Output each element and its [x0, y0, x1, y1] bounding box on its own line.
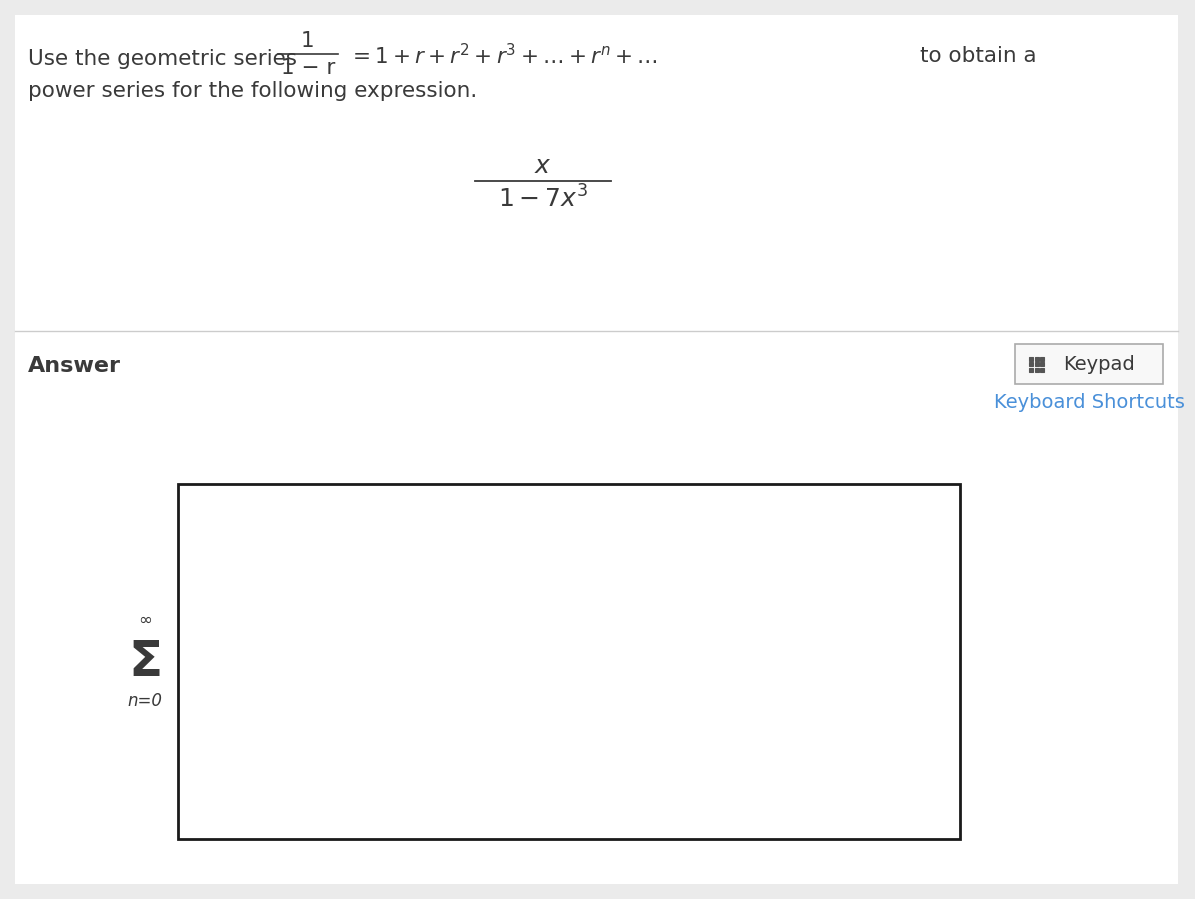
FancyBboxPatch shape [1041, 368, 1044, 371]
FancyBboxPatch shape [1030, 357, 1034, 360]
Text: $1 - 7x^3$: $1 - 7x^3$ [498, 185, 588, 212]
Text: Keyboard Shortcuts: Keyboard Shortcuts [993, 393, 1184, 412]
FancyBboxPatch shape [1030, 368, 1034, 371]
FancyBboxPatch shape [1035, 368, 1038, 371]
Text: Answer: Answer [27, 356, 121, 376]
FancyBboxPatch shape [1035, 362, 1038, 366]
Text: Use the geometric series: Use the geometric series [27, 49, 298, 69]
FancyBboxPatch shape [16, 15, 1178, 884]
Text: ∞: ∞ [139, 610, 152, 628]
FancyBboxPatch shape [1041, 357, 1044, 360]
FancyBboxPatch shape [1015, 344, 1163, 384]
FancyBboxPatch shape [1035, 357, 1038, 360]
Text: Σ: Σ [128, 637, 163, 686]
Text: $x$: $x$ [534, 154, 552, 178]
Text: n=0: n=0 [128, 692, 163, 710]
Text: power series for the following expression.: power series for the following expressio… [27, 81, 477, 101]
Text: 1 − r: 1 − r [281, 58, 335, 78]
FancyBboxPatch shape [1030, 362, 1034, 366]
FancyBboxPatch shape [178, 484, 960, 839]
Text: 1: 1 [301, 31, 314, 51]
Text: Keypad: Keypad [1064, 354, 1135, 373]
FancyBboxPatch shape [1041, 362, 1044, 366]
Text: $= 1 + r + r^2 + r^3 + \ldots + r^n + \ldots$: $= 1 + r + r^2 + r^3 + \ldots + r^n + \l… [348, 43, 657, 68]
Text: to obtain a: to obtain a [920, 46, 1036, 66]
